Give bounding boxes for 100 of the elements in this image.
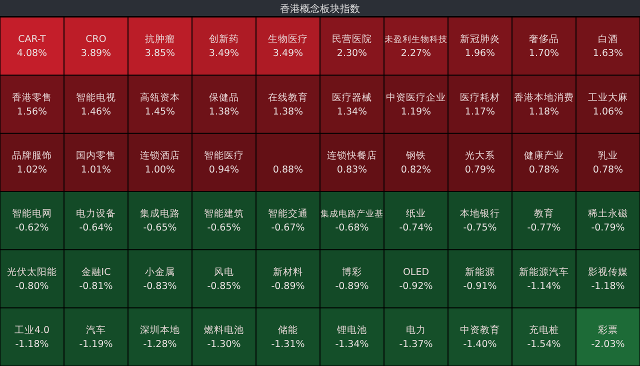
tile: 工业大麻 1.06% [576, 76, 640, 133]
tile: 风电 -0.85% [192, 250, 256, 308]
data-label: -0.67% [271, 222, 305, 234]
tile: 高瓴资本 1.45% [128, 76, 192, 133]
category-label: 香港本地消费 [514, 91, 574, 104]
data-label: -0.74% [399, 222, 433, 234]
tile: 连锁酒店 1.00% [128, 134, 192, 191]
data-label: -1.14% [527, 280, 561, 292]
tile: 民营医院 2.30% [320, 18, 384, 75]
category-label: 中资教育 [460, 324, 500, 336]
data-label: -1.34% [335, 338, 369, 350]
category-label: 在线教育 [268, 91, 308, 104]
data-label: 1.96% [464, 48, 496, 60]
category-label: 钢铁 [405, 149, 426, 162]
tile: 智能建筑 -0.65% [192, 192, 256, 250]
data-label: -1.18% [15, 338, 49, 350]
category-label: 集成电路 [140, 208, 180, 220]
data-label: 1.46% [80, 106, 112, 118]
tile: 钢铁 0.82% [384, 134, 448, 191]
category-label: 锂电池 [336, 324, 367, 336]
tile: 教育 -0.77% [512, 192, 576, 250]
category-label: 高瓴资本 [140, 91, 180, 104]
data-label: -0.77% [527, 222, 561, 234]
tile: 充电桩 -1.54% [512, 308, 576, 366]
category-label: 光伏太阳能 [7, 266, 57, 278]
data-label: -0.91% [463, 280, 497, 292]
category-label: 新冠肺炎 [460, 33, 500, 46]
data-label: -2.03% [591, 338, 625, 350]
data-label: -1.54% [527, 338, 561, 350]
tile: 新能源汽车 -1.14% [512, 250, 576, 308]
tile: 稀土永磁 -0.79% [576, 192, 640, 250]
tile: 集成电路产业基 -0.68% [320, 192, 384, 250]
data-label: 2.30% [336, 48, 368, 60]
tile: 小金属 -0.83% [128, 250, 192, 308]
data-label: -0.79% [591, 222, 625, 234]
tile: 医疗耗材 1.17% [448, 76, 512, 133]
tile: 新材料 -0.89% [256, 250, 320, 308]
tile: 保健品 1.38% [192, 76, 256, 133]
data-label: 1.17% [464, 106, 496, 118]
category-label: 医疗耗材 [460, 91, 500, 104]
data-label: 0.78% [528, 164, 560, 176]
category-label: 保健品 [209, 92, 239, 104]
tile: 深圳本地 -1.28% [128, 308, 192, 366]
data-label: -0.65% [207, 222, 241, 234]
tile: 金融IC -0.81% [64, 250, 128, 308]
tile: CAR-T 4.08% [0, 18, 64, 75]
data-label: 0.79% [464, 164, 496, 176]
tile: 中资教育 -1.40% [448, 308, 512, 366]
data-label: 0.88% [272, 164, 304, 176]
tile: 汽车 -1.19% [64, 308, 128, 366]
category-label: 智能电视 [76, 91, 116, 104]
tile: 纸业 -0.74% [384, 192, 448, 250]
data-label: -0.89% [335, 280, 369, 292]
data-label: 1.70% [528, 48, 560, 60]
category-label: 燃料电池 [204, 324, 244, 336]
category-label: 影视传媒 [588, 266, 628, 278]
data-label: -0.81% [79, 280, 113, 292]
data-label: 1.34% [336, 106, 368, 118]
data-label: -0.80% [15, 280, 49, 292]
category-label: 白酒 [598, 33, 618, 46]
category-label: 奢侈品 [529, 33, 559, 46]
category-label: 集成电路产业基 [320, 208, 384, 220]
tile: 彩票 -2.03% [576, 308, 640, 366]
category-label: 稀土永磁 [588, 208, 628, 220]
data-label: -1.19% [79, 338, 113, 350]
category-label: 智能建筑 [204, 208, 244, 220]
tile: 医疗器械 1.34% [320, 76, 384, 133]
data-label: -1.40% [463, 338, 497, 350]
data-label: -1.37% [399, 338, 433, 350]
tile: 电力 -1.37% [384, 308, 448, 366]
tile: 光伏太阳能 -0.80% [0, 250, 64, 308]
data-label: -0.68% [335, 222, 369, 234]
tile: 储能 -1.31% [256, 308, 320, 366]
data-label: 1.45% [144, 106, 176, 118]
tile: 生物医疗 3.49% [256, 18, 320, 75]
category-label: 储能 [278, 324, 298, 336]
data-label: -0.75% [463, 222, 497, 234]
data-label: 1.00% [144, 164, 176, 176]
category-label: 新能源汽车 [519, 266, 569, 278]
tile: 影视传媒 -1.18% [576, 250, 640, 308]
tile: 工业4.0 -1.18% [0, 308, 64, 366]
data-label: -1.30% [207, 338, 241, 350]
category-label: 智能医疗 [204, 149, 244, 162]
tile: 奢侈品 1.70% [512, 18, 576, 75]
data-label: -0.89% [271, 280, 305, 292]
data-label: 1.63% [592, 48, 624, 60]
category-label: 充电桩 [529, 324, 559, 336]
data-label: 1.56% [16, 106, 48, 118]
category-label: 纸业 [406, 208, 426, 220]
category-label: 医疗器械 [332, 91, 372, 104]
category-label: 创新药 [209, 33, 239, 46]
data-label: -1.18% [591, 280, 625, 292]
tile: 连锁快餐店 0.83% [320, 134, 384, 191]
title-bar: 香港概念板块指数 [0, 0, 640, 16]
category-label: 新能源 [465, 266, 495, 278]
category-label: 香港零售 [12, 91, 52, 104]
data-label: 0.78% [592, 164, 624, 176]
tile: 未盈利生物科技 2.27% [384, 18, 448, 75]
tile: 乳业 0.78% [576, 134, 640, 191]
category-label: 彩票 [598, 324, 618, 336]
